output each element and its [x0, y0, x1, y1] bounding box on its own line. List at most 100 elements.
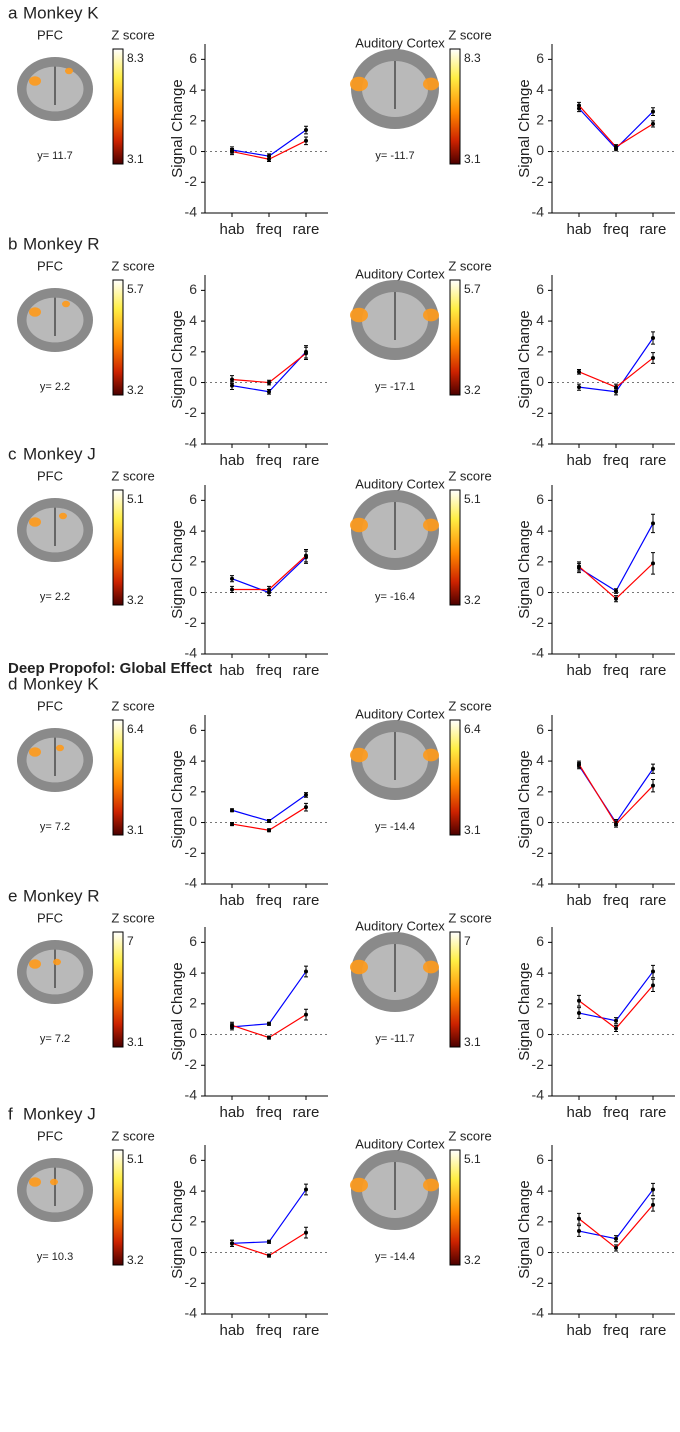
y-axis-label: Signal Change: [516, 79, 533, 177]
colorbar-title: Z score: [448, 27, 491, 42]
colorbar: [113, 280, 123, 395]
data-point: [577, 564, 581, 568]
series-line: [579, 1190, 653, 1239]
data-point: [230, 384, 234, 388]
activation-blob: [350, 308, 368, 322]
y-tick-label: 0: [189, 1025, 197, 1041]
y-tick-label: 2: [189, 553, 197, 569]
data-point: [614, 822, 618, 826]
colorbar-max: 5.1: [464, 1152, 481, 1166]
y-axis-label: Signal Change: [516, 520, 533, 618]
x-tick-label: rare: [640, 1104, 667, 1121]
data-point: [651, 983, 655, 987]
y-tick-label: 4: [189, 312, 197, 328]
slice-coordinate: y= 2.2: [40, 381, 70, 393]
y-tick-label: 4: [189, 522, 197, 538]
x-tick-label: hab: [566, 1104, 591, 1121]
slice-coordinate: y= -14.4: [375, 1251, 415, 1263]
colorbar-title: Z score: [111, 27, 154, 42]
data-point: [267, 1022, 271, 1026]
colorbar-title: Z score: [111, 1128, 154, 1143]
slice-coordinate: y= -14.4: [375, 821, 415, 833]
colorbar: [450, 720, 460, 835]
colorbar: [450, 1150, 460, 1265]
data-point: [304, 554, 308, 558]
colorbar: [113, 1150, 123, 1265]
colorbar-max: 5.7: [127, 282, 144, 296]
colorbar-min: 3.1: [464, 152, 481, 166]
x-tick-label: hab: [566, 452, 591, 469]
y-tick-label: 0: [189, 1243, 197, 1259]
x-tick-label: hab: [219, 1104, 244, 1121]
colorbar-max: 5.1: [127, 492, 144, 506]
y-tick-label: -2: [532, 614, 545, 630]
y-tick-label: -4: [185, 1087, 198, 1103]
series-line: [579, 766, 653, 823]
x-tick-label: hab: [219, 452, 244, 469]
y-tick-label: -4: [532, 1305, 545, 1321]
y-tick-label: 6: [536, 1151, 544, 1167]
data-point: [230, 1241, 234, 1245]
data-point: [577, 762, 581, 766]
y-tick-label: 6: [189, 933, 197, 949]
data-point: [577, 1229, 581, 1233]
colorbar-min: 3.1: [127, 823, 144, 837]
data-point: [230, 1023, 234, 1027]
activation-blob: [423, 519, 439, 532]
x-tick-label: freq: [603, 221, 629, 238]
y-tick-label: 6: [536, 281, 544, 297]
activation-blob: [29, 307, 41, 317]
slice-coordinate: y= 7.2: [40, 1033, 70, 1045]
slice-coordinate: y= 2.2: [40, 591, 70, 603]
x-tick-label: freq: [256, 662, 282, 679]
series-line: [579, 972, 653, 1021]
data-point: [304, 1231, 308, 1235]
series-line: [232, 972, 306, 1027]
colorbar-min: 3.2: [464, 593, 481, 607]
colorbar: [450, 280, 460, 395]
data-point: [267, 381, 271, 385]
y-axis-label: Signal Change: [169, 750, 186, 848]
y-tick-label: 0: [189, 373, 197, 389]
panel-title: Monkey J: [23, 444, 96, 463]
data-point: [651, 1203, 655, 1207]
x-tick-label: rare: [640, 662, 667, 679]
data-point: [304, 351, 308, 355]
panel-title: Monkey R: [23, 886, 100, 905]
x-tick-label: hab: [566, 892, 591, 909]
panel-label: e: [8, 886, 17, 905]
data-point: [651, 336, 655, 340]
x-tick-label: freq: [603, 452, 629, 469]
y-tick-label: 4: [536, 964, 544, 980]
x-tick-label: rare: [640, 221, 667, 238]
colorbar-max: 6.4: [127, 722, 144, 736]
y-tick-label: -4: [532, 645, 545, 661]
colorbar-title: Z score: [448, 698, 491, 713]
y-axis-label: Signal Change: [169, 520, 186, 618]
y-tick-label: 2: [536, 112, 544, 128]
series-line: [232, 795, 306, 821]
x-tick-label: hab: [566, 221, 591, 238]
colorbar-min: 3.2: [127, 383, 144, 397]
data-point: [651, 356, 655, 360]
series-line: [579, 105, 653, 146]
y-tick-label: -2: [185, 173, 198, 189]
panel-label: c: [8, 444, 17, 463]
slice-coordinate: y= -11.7: [375, 150, 414, 162]
x-tick-label: rare: [640, 892, 667, 909]
region-title: PFC: [37, 468, 63, 483]
colorbar: [113, 720, 123, 835]
data-point: [230, 822, 234, 826]
activation-blob: [29, 959, 41, 969]
x-tick-label: hab: [219, 662, 244, 679]
activation-blob: [29, 1177, 41, 1187]
y-tick-label: -2: [532, 1274, 545, 1290]
y-tick-label: -4: [185, 645, 198, 661]
series-line: [232, 353, 306, 382]
colorbar-min: 3.2: [127, 1253, 144, 1267]
activation-blob: [423, 1179, 439, 1192]
data-point: [267, 390, 271, 394]
colorbar-min: 3.1: [127, 1035, 144, 1049]
y-tick-label: 2: [536, 1213, 544, 1229]
series-line: [232, 1190, 306, 1244]
